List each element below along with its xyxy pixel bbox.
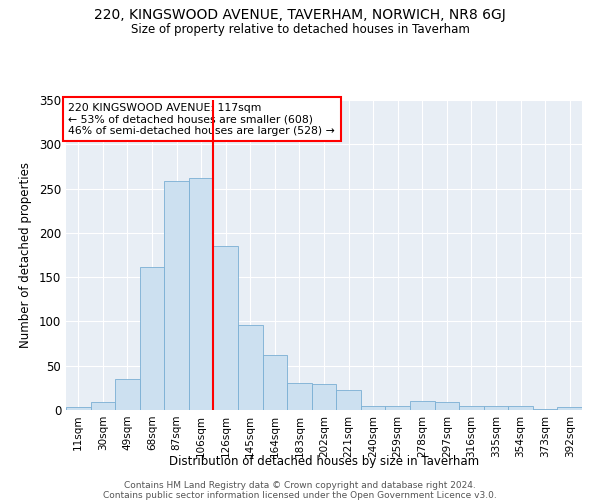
Bar <box>361 406 385 410</box>
Bar <box>557 408 582 410</box>
Bar <box>189 178 214 410</box>
Bar <box>508 406 533 410</box>
Text: Contains public sector information licensed under the Open Government Licence v3: Contains public sector information licen… <box>103 491 497 500</box>
Bar <box>164 182 189 410</box>
Bar <box>434 402 459 410</box>
Bar <box>533 409 557 410</box>
Text: Distribution of detached houses by size in Taverham: Distribution of detached houses by size … <box>169 455 479 468</box>
Bar <box>263 355 287 410</box>
Bar <box>140 266 164 410</box>
Bar <box>459 406 484 410</box>
Text: 220, KINGSWOOD AVENUE, TAVERHAM, NORWICH, NR8 6GJ: 220, KINGSWOOD AVENUE, TAVERHAM, NORWICH… <box>94 8 506 22</box>
Bar <box>214 246 238 410</box>
Bar <box>238 325 263 410</box>
Text: Contains HM Land Registry data © Crown copyright and database right 2024.: Contains HM Land Registry data © Crown c… <box>124 481 476 490</box>
Bar <box>66 408 91 410</box>
Text: 220 KINGSWOOD AVENUE: 117sqm
← 53% of detached houses are smaller (608)
46% of s: 220 KINGSWOOD AVENUE: 117sqm ← 53% of de… <box>68 102 335 136</box>
Bar <box>91 402 115 410</box>
Bar <box>287 384 312 410</box>
Y-axis label: Number of detached properties: Number of detached properties <box>19 162 32 348</box>
Bar <box>484 406 508 410</box>
Bar <box>410 401 434 410</box>
Bar <box>336 390 361 410</box>
Text: Size of property relative to detached houses in Taverham: Size of property relative to detached ho… <box>131 22 469 36</box>
Bar <box>115 379 140 410</box>
Bar <box>312 384 336 410</box>
Bar <box>385 406 410 410</box>
